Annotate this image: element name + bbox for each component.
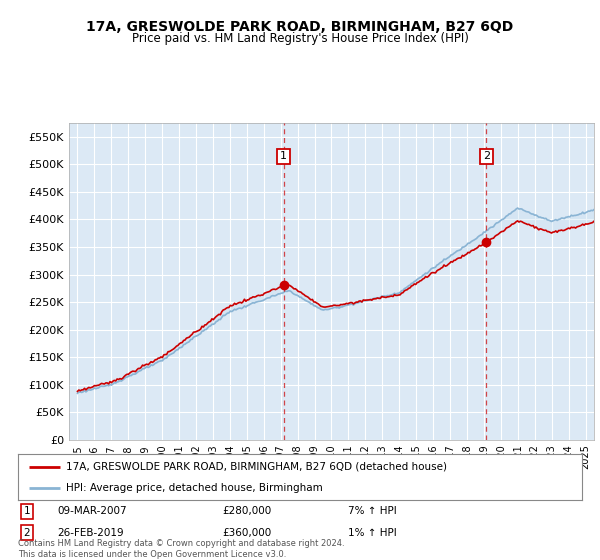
Text: 1: 1 — [280, 151, 287, 161]
Text: 2: 2 — [483, 151, 490, 161]
Text: 26-FEB-2019: 26-FEB-2019 — [57, 528, 124, 538]
Text: 09-MAR-2007: 09-MAR-2007 — [57, 506, 127, 516]
Text: £360,000: £360,000 — [222, 528, 271, 538]
Text: Price paid vs. HM Land Registry's House Price Index (HPI): Price paid vs. HM Land Registry's House … — [131, 32, 469, 45]
Text: 17A, GRESWOLDE PARK ROAD, BIRMINGHAM, B27 6QD: 17A, GRESWOLDE PARK ROAD, BIRMINGHAM, B2… — [86, 20, 514, 34]
Text: £280,000: £280,000 — [222, 506, 271, 516]
Text: 2: 2 — [23, 528, 31, 538]
Text: 7% ↑ HPI: 7% ↑ HPI — [348, 506, 397, 516]
Text: HPI: Average price, detached house, Birmingham: HPI: Average price, detached house, Birm… — [66, 483, 323, 493]
Text: 1% ↑ HPI: 1% ↑ HPI — [348, 528, 397, 538]
Text: 17A, GRESWOLDE PARK ROAD, BIRMINGHAM, B27 6QD (detached house): 17A, GRESWOLDE PARK ROAD, BIRMINGHAM, B2… — [66, 461, 447, 472]
Text: Contains HM Land Registry data © Crown copyright and database right 2024.
This d: Contains HM Land Registry data © Crown c… — [18, 539, 344, 559]
Text: 1: 1 — [23, 506, 31, 516]
